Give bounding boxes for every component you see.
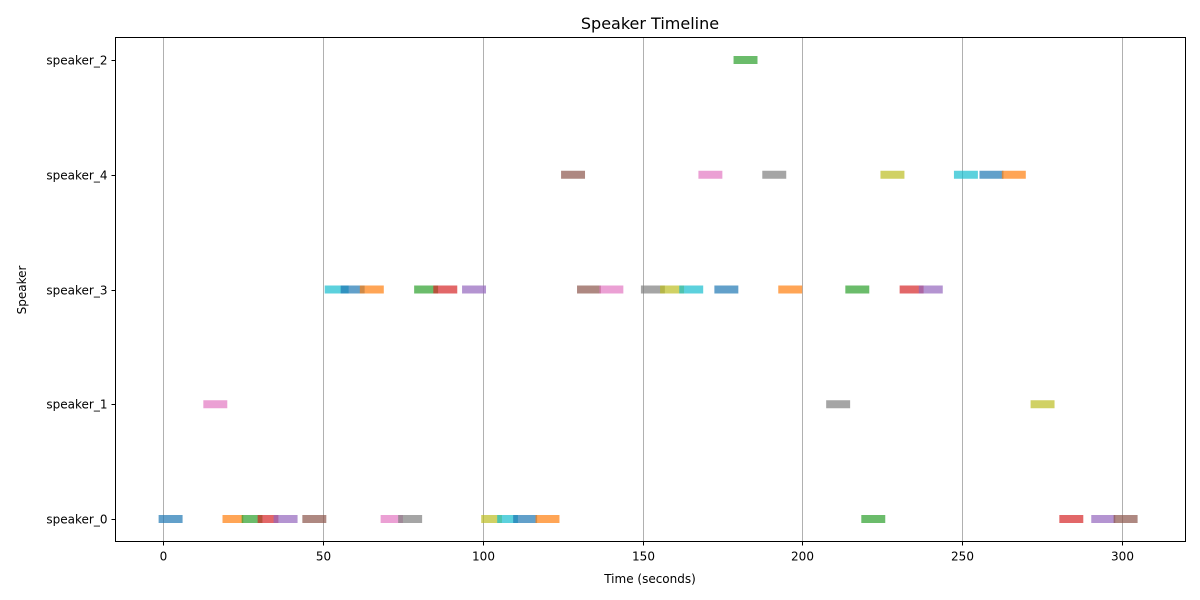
segment-speaker_3-28	[660, 285, 685, 294]
segment-speaker_0-7	[398, 515, 423, 523]
segment-speaker_2-42	[733, 56, 758, 64]
segment-speaker_4-35	[561, 170, 586, 179]
segment-speaker_0-2	[241, 515, 263, 523]
segment-speaker_1-16	[203, 400, 228, 409]
segment-speaker_3-21	[359, 285, 384, 294]
segment-speaker_1-17	[826, 400, 851, 409]
segment-speaker_0-12	[861, 515, 886, 523]
segment-speaker_3-30	[714, 285, 739, 294]
segment-speaker_0-0	[158, 515, 183, 523]
plot-frame	[115, 37, 1186, 542]
y-tick-label-speaker_2: speaker_2	[46, 54, 107, 68]
segment-speaker_0-3	[257, 515, 279, 523]
x-tick-label-150: 150	[632, 550, 655, 564]
segment-speaker_3-25	[577, 285, 601, 294]
segment-speaker_0-8	[481, 515, 502, 523]
segment-speaker_4-38	[880, 170, 905, 179]
segment-speaker_4-39	[953, 170, 978, 179]
segment-speaker_3-22	[414, 285, 439, 294]
segment-speaker_3-23	[433, 285, 458, 294]
x-axis-label: Time (seconds)	[603, 572, 696, 586]
y-tick-label-speaker_4: speaker_4	[46, 169, 107, 183]
segment-speaker_0-5	[302, 515, 327, 523]
segment-speaker_3-29	[679, 285, 704, 294]
segment-speaker_4-36	[698, 170, 723, 179]
segment-speaker_3-24	[462, 285, 487, 294]
segment-speaker_4-41	[1001, 170, 1026, 179]
timeline-bars	[158, 56, 1138, 523]
segment-speaker_3-20	[340, 285, 365, 294]
segment-speaker_0-13	[1059, 515, 1084, 523]
y-axis-label: Speaker	[15, 266, 29, 315]
segment-speaker_0-1	[222, 515, 244, 523]
y-axis: speaker_0 speaker_1 speaker_3 speaker_4 spea…	[46, 54, 116, 527]
segment-speaker_0-10	[513, 515, 538, 523]
segment-speaker_3-31	[778, 285, 803, 294]
x-tick-label-300: 300	[1111, 550, 1134, 564]
segment-speaker_3-27	[640, 285, 665, 294]
segment-speaker_0-9	[497, 515, 518, 523]
x-axis: 0 50 100 150 200 250 300	[160, 541, 1134, 564]
chart-title: Speaker Timeline	[581, 14, 719, 33]
y-tick-label-speaker_3: speaker_3	[46, 284, 107, 298]
segment-speaker_0-11	[535, 515, 560, 523]
segment-speaker_3-26	[599, 285, 624, 294]
segment-speaker_3-33	[899, 285, 924, 294]
x-tick-label-200: 200	[791, 550, 814, 564]
segment-speaker_4-40	[979, 170, 1004, 179]
y-tick-label-speaker_1: speaker_1	[46, 398, 107, 412]
segment-speaker_0-4	[273, 515, 298, 523]
x-tick-label-0: 0	[160, 550, 168, 564]
segment-speaker_1-18	[1030, 400, 1055, 409]
x-tick-label-50: 50	[316, 550, 331, 564]
segment-speaker_4-37	[762, 170, 787, 179]
y-tick-label-speaker_0: speaker_0	[46, 513, 107, 527]
x-tick-label-100: 100	[472, 550, 495, 564]
segment-speaker_3-34	[918, 285, 943, 294]
segment-speaker_0-14	[1091, 515, 1116, 523]
segment-speaker_3-19	[324, 285, 349, 294]
segment-speaker_3-32	[845, 285, 870, 294]
x-tick-label-250: 250	[951, 550, 974, 564]
segment-speaker_0-15	[1113, 515, 1138, 523]
segment-speaker_0-6	[380, 515, 403, 523]
